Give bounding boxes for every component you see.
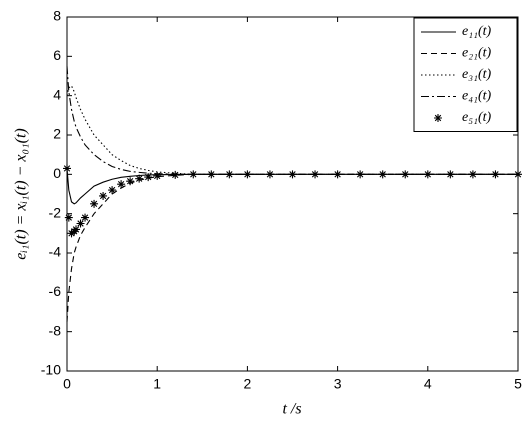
legend-label: e₁₁(t) <box>462 24 492 39</box>
legend-box <box>413 17 518 132</box>
x-tick-label: 2 <box>244 376 252 392</box>
series-marker <box>108 186 117 195</box>
y-axis-label: eᵢ₁(t) = xᵢ₁(t) − x₀₁(t) <box>13 128 30 260</box>
series-marker <box>135 174 144 183</box>
series-marker <box>171 170 180 179</box>
series-marker <box>64 213 73 222</box>
series-marker <box>153 171 162 180</box>
x-tick-label: 5 <box>514 376 522 392</box>
series-marker <box>72 225 81 234</box>
y-tick-label: 0 <box>53 165 61 181</box>
x-tick-label: 4 <box>424 376 432 392</box>
legend-label: e₄₁(t) <box>462 89 492 104</box>
series-marker <box>265 170 274 179</box>
y-tick-label: 2 <box>53 126 61 142</box>
series-marker <box>378 170 387 179</box>
series-marker <box>423 170 432 179</box>
x-tick-label: 3 <box>334 376 342 392</box>
series-marker <box>333 170 342 179</box>
series-marker <box>126 177 135 186</box>
legend-label: e₅₁(t) <box>462 110 492 125</box>
axes-box <box>66 16 519 372</box>
series-line <box>66 84 518 175</box>
x-tick-label: 1 <box>153 376 161 392</box>
y-tick-label: -6 <box>49 283 62 299</box>
legend-label: e₃₁(t) <box>462 67 492 82</box>
y-tick-label: 4 <box>53 86 61 102</box>
series-marker <box>225 170 234 179</box>
legend-marker <box>434 114 442 122</box>
y-tick-label: -10 <box>41 362 61 378</box>
series-marker <box>288 170 297 179</box>
y-tick-label: 6 <box>53 47 61 63</box>
series-marker <box>81 213 90 222</box>
series-marker <box>90 199 99 208</box>
series-marker <box>99 191 108 200</box>
y-tick-label: -4 <box>49 244 62 260</box>
legend-label: e₂₁(t) <box>462 46 492 61</box>
series-marker <box>189 170 198 179</box>
series-marker <box>117 180 126 189</box>
x-axis-label: t /s <box>282 401 301 418</box>
series-marker <box>311 170 320 179</box>
series-marker <box>468 170 477 179</box>
series-marker <box>356 170 365 179</box>
y-tick-label: -8 <box>49 322 62 338</box>
y-tick-label: -2 <box>49 204 62 220</box>
series-marker <box>446 170 455 179</box>
x-tick-label: 0 <box>63 376 71 392</box>
series-marker <box>401 170 410 179</box>
y-tick-label: 8 <box>53 8 61 24</box>
series-marker <box>207 170 216 179</box>
series-marker <box>243 170 252 179</box>
series-marker <box>76 219 85 228</box>
series-marker <box>144 173 153 182</box>
series-marker <box>491 170 500 179</box>
